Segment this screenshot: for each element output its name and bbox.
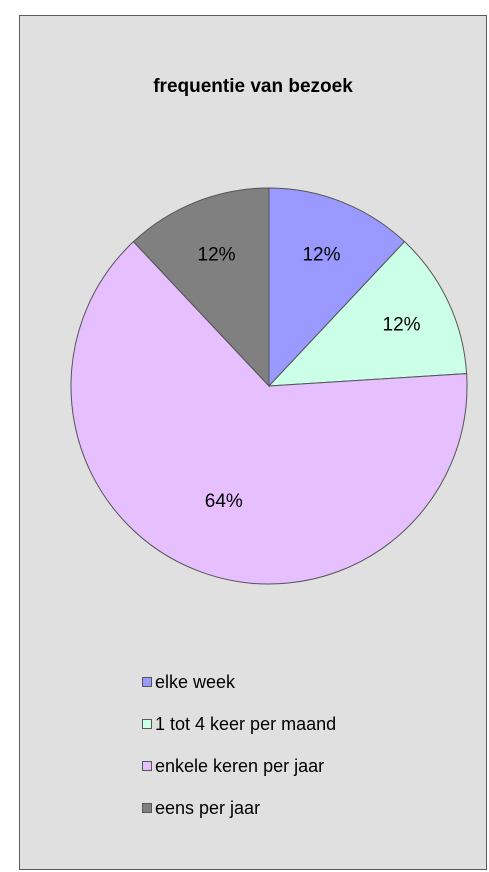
data-label: 12% (383, 315, 421, 336)
legend-swatch (142, 761, 152, 771)
data-label: 64% (205, 491, 243, 512)
legend-label: 1 tot 4 keer per maand (155, 713, 337, 734)
pie-slice (268, 187, 406, 388)
legend-label: elke week (155, 671, 236, 692)
chart-title: frequentie van bezoek (153, 76, 353, 97)
legend-swatch (142, 719, 152, 729)
legend-label: enkele keren per jaar (155, 755, 325, 776)
pie-chart: 12% 12% 64% 12% (70, 187, 468, 585)
data-label: 12% (302, 244, 340, 265)
legend-label: eens per jaar (155, 797, 261, 818)
pie-slice (132, 187, 270, 388)
legend-item: eens per jaar (142, 796, 260, 820)
chart-area: frequentie van bezoek 12% 12% 64% 12% elke … (19, 15, 487, 870)
legend-swatch (142, 677, 152, 687)
pie-slice (70, 240, 468, 585)
legend-item: enkele keren per jaar (142, 754, 324, 778)
data-label: 12% (198, 244, 236, 265)
pie-slice (267, 240, 468, 387)
legend-item: 1 tot 4 keer per maand (142, 712, 336, 736)
legend-item: elke week (142, 670, 235, 694)
legend-swatch (142, 803, 152, 813)
